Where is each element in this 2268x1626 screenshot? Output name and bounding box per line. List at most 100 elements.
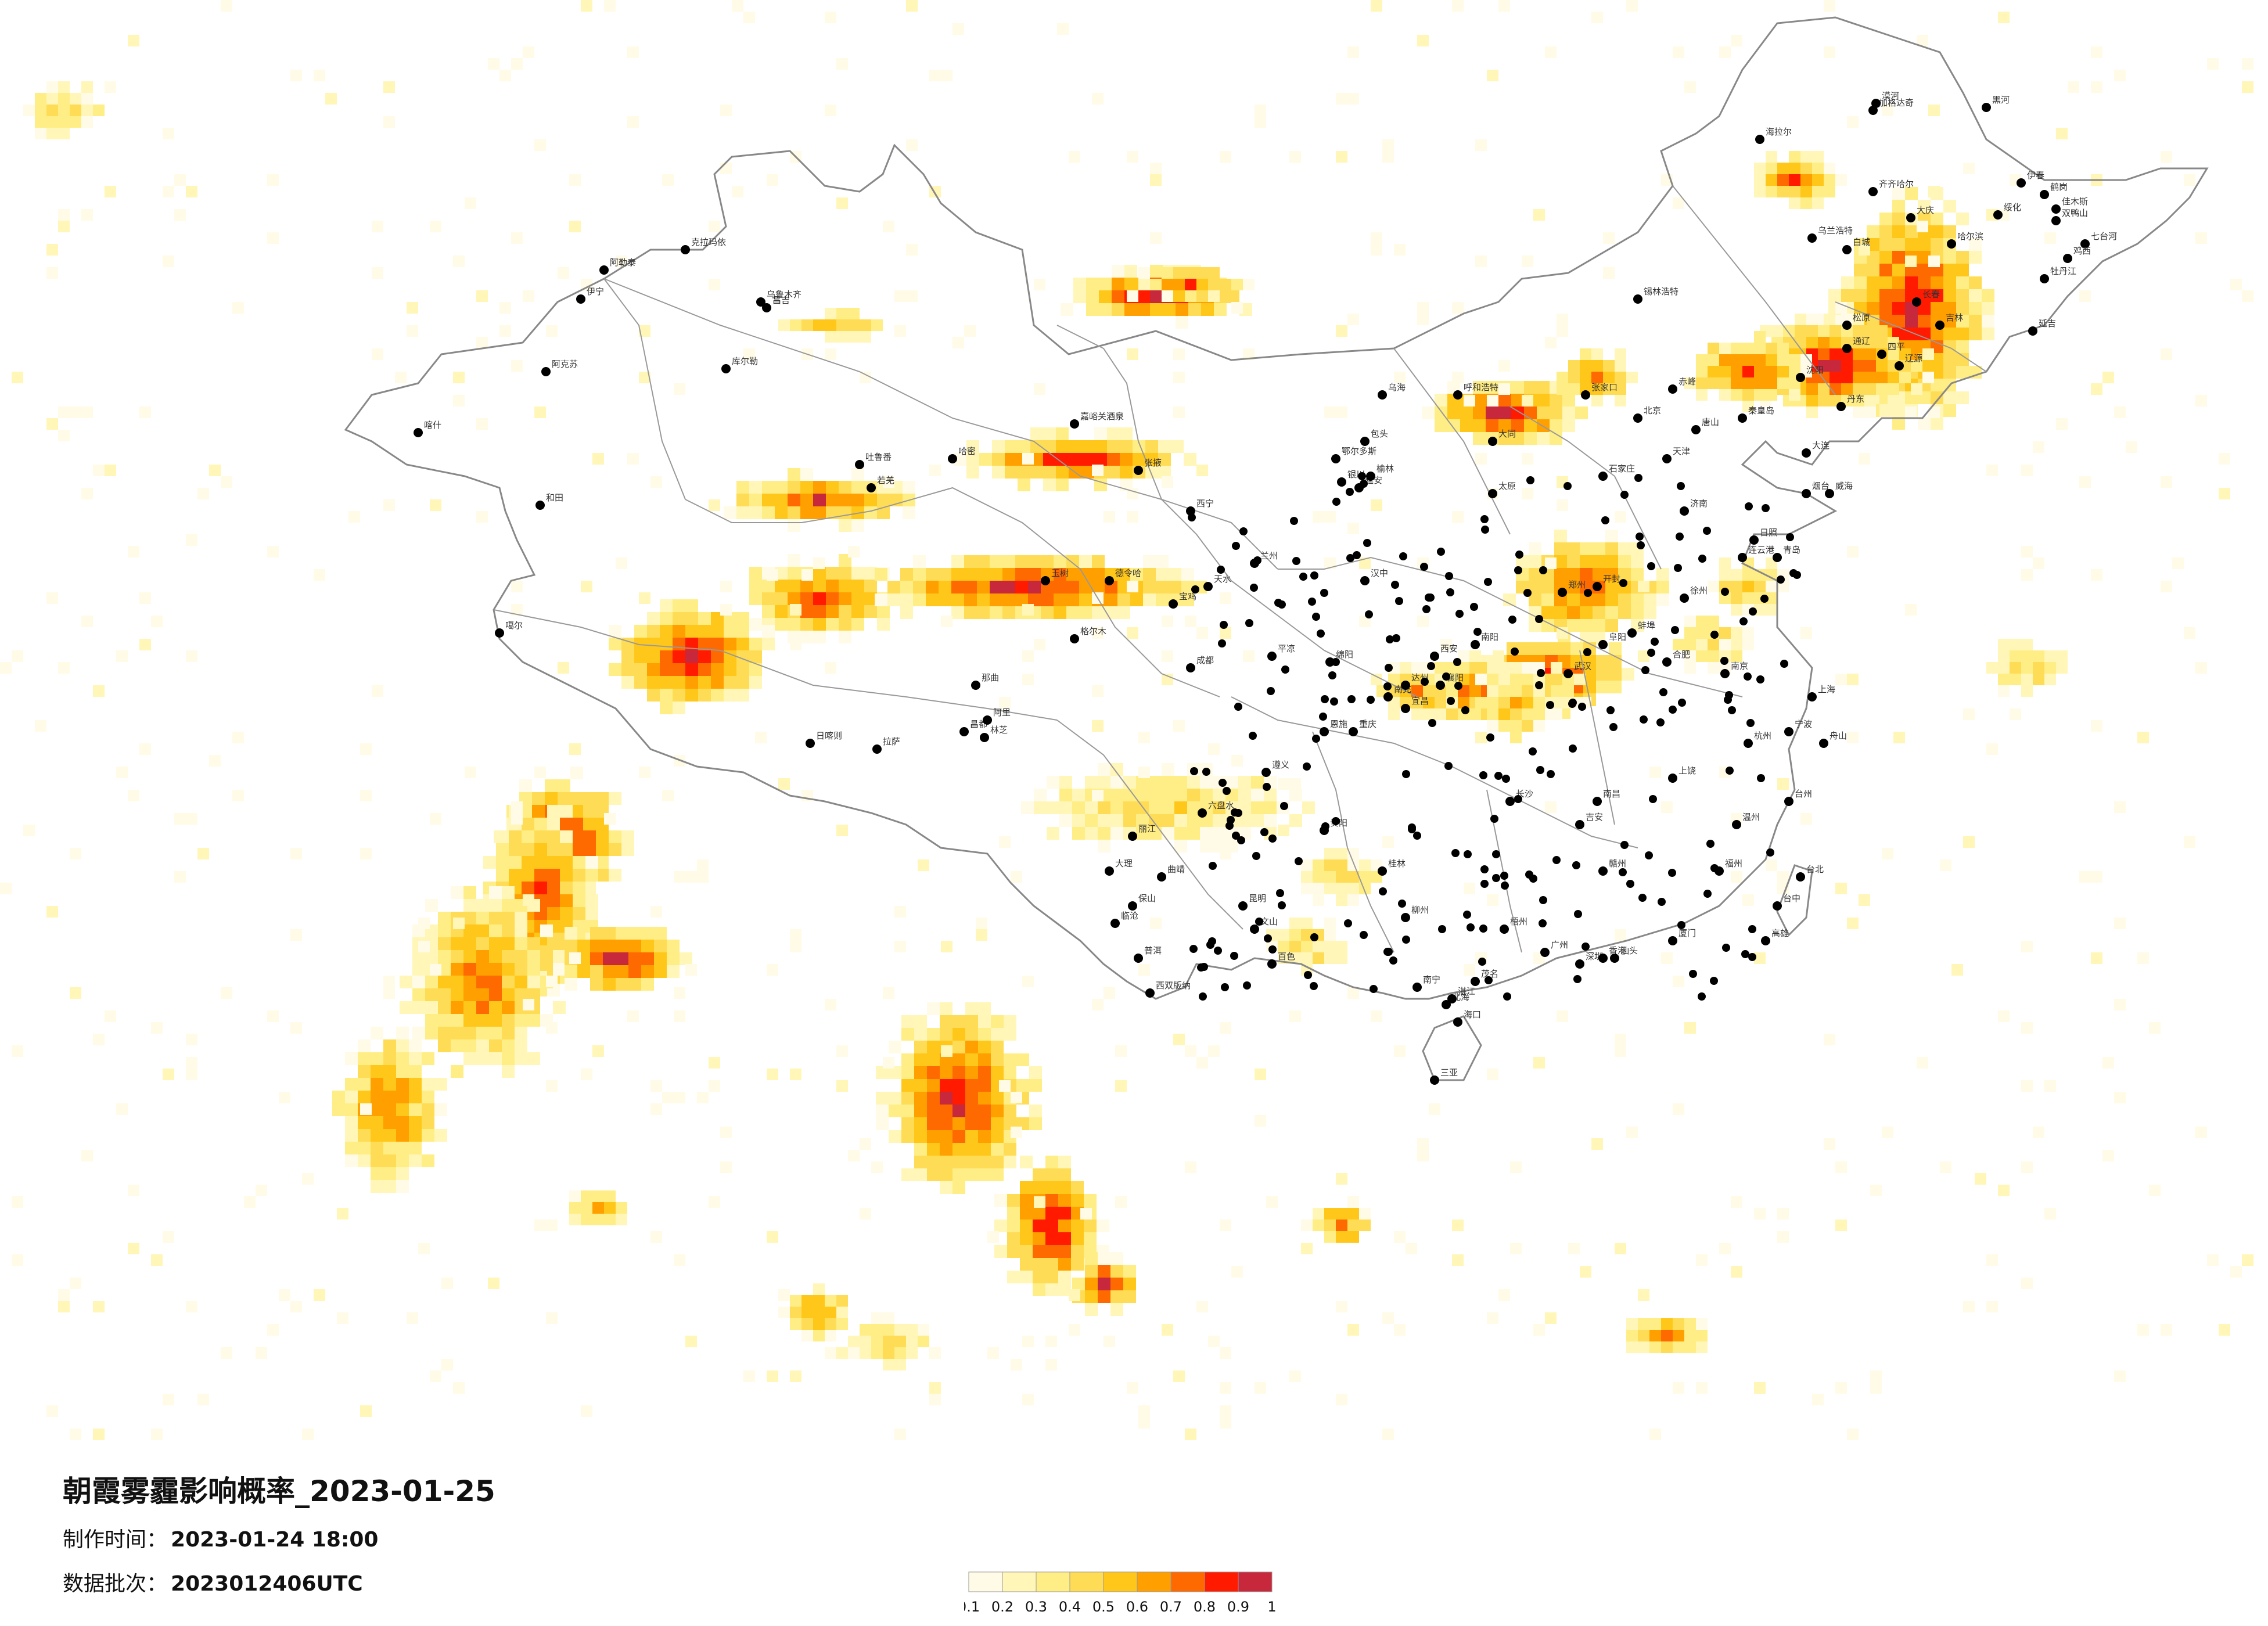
raster-cell <box>1149 814 1162 827</box>
raster-cell <box>23 825 35 836</box>
raster-cell <box>1879 289 1892 302</box>
raster-cell <box>590 978 603 991</box>
raster-cell <box>1545 1312 1557 1324</box>
raster-cell <box>894 1336 906 1347</box>
raster-cell <box>1015 581 1028 593</box>
raster-cell <box>527 988 540 1001</box>
raster-cell <box>1185 290 1196 302</box>
raster-cell <box>1615 1034 1626 1045</box>
raster-cell <box>383 1065 396 1078</box>
raster-cell <box>1618 542 1631 555</box>
raster-cell <box>1301 952 1313 964</box>
city-dot <box>1494 772 1503 780</box>
city-label: 南阳 <box>1481 632 1498 642</box>
raster-cell <box>1435 419 1447 432</box>
raster-cell <box>2114 406 2126 418</box>
raster-cell <box>1123 789 1136 801</box>
raster-cell <box>1174 801 1187 814</box>
raster-cell <box>2137 952 2149 964</box>
raster-cell <box>1487 70 1498 81</box>
city-dot <box>1353 551 1361 559</box>
raster-cell <box>1107 440 1120 453</box>
raster-cell <box>1301 941 1313 952</box>
raster-cell <box>1498 697 1510 708</box>
raster-cell <box>953 337 964 348</box>
raster-cell <box>1719 354 1731 366</box>
city-marker: 郑州 <box>1558 580 1586 597</box>
raster-cell <box>860 1336 871 1347</box>
city-label: 通辽 <box>1853 336 1870 346</box>
city-dot <box>681 245 690 254</box>
raster-cell <box>1475 697 1487 708</box>
raster-cell <box>1800 197 1812 209</box>
raster-cell <box>685 612 698 625</box>
city-dot <box>1385 664 1393 672</box>
raster-cell <box>1800 151 1812 163</box>
raster-cell <box>345 1052 358 1065</box>
city-label: 烟台 <box>1812 481 1830 491</box>
raster-cell <box>412 976 425 988</box>
raster-cell <box>775 506 788 519</box>
raster-cell <box>1002 568 1015 581</box>
raster-cell <box>371 1154 383 1167</box>
raster-cell <box>1550 419 1562 432</box>
raster-cell <box>583 830 596 843</box>
raster-cell <box>1550 394 1562 406</box>
raster-cell <box>994 1194 1007 1207</box>
city-dot <box>1668 936 1677 945</box>
raster-cell <box>1818 395 1830 406</box>
raster-cell <box>616 256 627 267</box>
raster-cell <box>1867 276 1879 289</box>
city-marker: 宁波 <box>1784 719 1812 736</box>
city-marker: 柳州 <box>1401 905 1429 922</box>
raster-cell <box>1117 568 1130 581</box>
raster-cell <box>1018 440 1030 453</box>
city-marker: 恩施 <box>1320 719 1347 736</box>
city-dot <box>1358 472 1366 480</box>
raster-cell <box>1301 1220 1313 1231</box>
raster-cell <box>1264 814 1277 827</box>
raster-cell <box>650 1103 662 1115</box>
raster-cell <box>81 105 93 116</box>
raster-cell <box>476 912 489 924</box>
raster-cell <box>1092 685 1104 697</box>
raster-cell <box>1289 1370 1301 1382</box>
raster-cell <box>81 93 93 105</box>
raster-cell <box>502 988 515 1001</box>
raster-cell <box>583 843 596 856</box>
city-dot <box>1761 936 1770 945</box>
raster-cell <box>1684 616 1696 627</box>
city-marker: 舟山 <box>1819 731 1847 748</box>
raster-cell <box>358 1052 371 1065</box>
raster-cell <box>1084 1220 1097 1232</box>
raster-cell <box>1324 918 1336 929</box>
raster-cell <box>1150 279 1162 290</box>
raster-cell <box>1766 163 1777 174</box>
raster-cell <box>1541 606 1554 619</box>
raster-cell <box>489 988 502 1001</box>
city-label: 和田 <box>546 492 563 503</box>
raster-cell <box>720 1161 732 1173</box>
raster-cell <box>1313 871 1324 883</box>
raster-cell <box>1771 325 1783 337</box>
raster-cell <box>438 912 451 924</box>
raster-cell <box>939 593 951 606</box>
raster-cell <box>965 1028 978 1041</box>
raster-cell <box>1150 918 1162 929</box>
raster-cell <box>767 1370 778 1382</box>
raster-cell <box>927 1053 940 1066</box>
raster-cell <box>825 105 836 116</box>
raster-cell <box>1173 372 1185 383</box>
raster-cell <box>279 1092 290 1103</box>
raster-cell <box>489 899 502 912</box>
raster-cell <box>515 988 527 1001</box>
city-dot <box>1308 598 1316 606</box>
raster-cell <box>1371 232 1382 244</box>
raster-cell <box>877 605 890 618</box>
city-dot <box>1606 706 1615 714</box>
raster-cell <box>372 348 383 360</box>
raster-cell <box>1719 343 1731 354</box>
city-dot <box>1360 480 1368 488</box>
raster-cell <box>883 221 894 232</box>
city-label: 伊宁 <box>587 286 604 297</box>
